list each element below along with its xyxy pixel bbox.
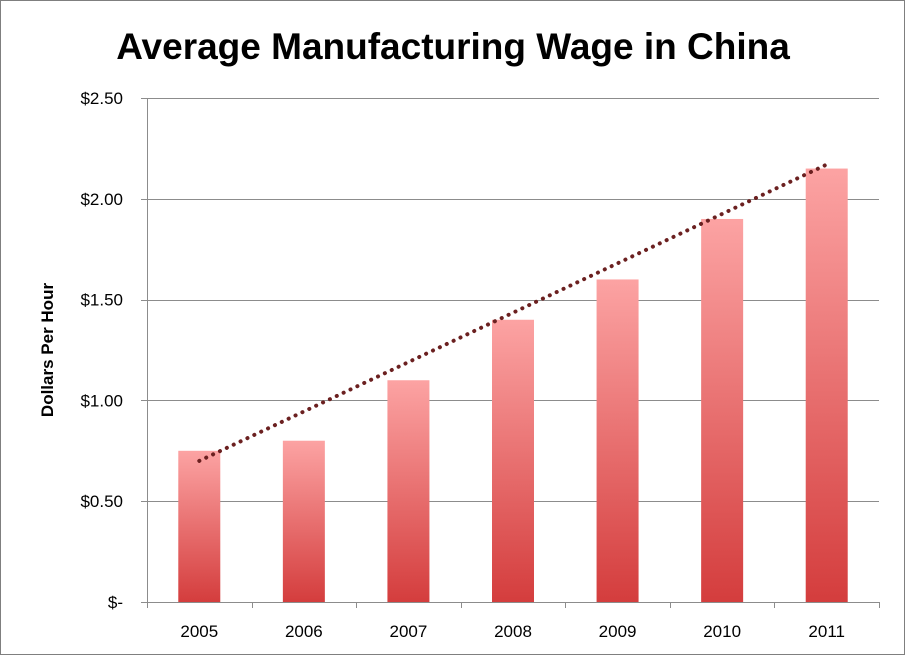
x-tick-label: 2005 <box>180 622 218 641</box>
x-tick-label: 2008 <box>494 622 532 641</box>
y-tick-label: $2.00 <box>80 190 123 209</box>
x-tick-label: 2011 <box>808 622 845 641</box>
x-tick-label: 2007 <box>390 622 428 641</box>
trendline <box>197 162 829 463</box>
bar <box>701 218 744 602</box>
y-tick-label: $2.50 <box>80 89 123 108</box>
chart-title: Average Manufacturing Wage in China <box>116 26 790 67</box>
y-tick-label: $1.50 <box>80 291 123 310</box>
y-tick-label: $1.00 <box>80 391 123 410</box>
y-axis-label: Dollars Per Hour <box>38 283 57 418</box>
bar <box>178 450 221 602</box>
bar <box>387 380 430 602</box>
x-tick-label: 2010 <box>703 622 741 641</box>
bar <box>805 168 848 602</box>
y-tick-label: $0.50 <box>80 492 123 511</box>
trendline-path <box>197 162 829 463</box>
bar <box>282 440 325 602</box>
axes <box>141 98 880 608</box>
bar <box>492 319 534 602</box>
x-tick-label: 2009 <box>599 622 637 641</box>
x-tick-labels: 2005 2006 2007 2008 2009 2010 2011 <box>180 622 845 641</box>
y-tick-labels: $- $0.50 $1.00 $1.50 $2.00 $2.50 <box>80 89 123 612</box>
y-tick-label: $- <box>108 593 123 612</box>
bars <box>178 168 848 602</box>
x-tick-label: 2006 <box>285 622 323 641</box>
bar <box>596 279 639 602</box>
